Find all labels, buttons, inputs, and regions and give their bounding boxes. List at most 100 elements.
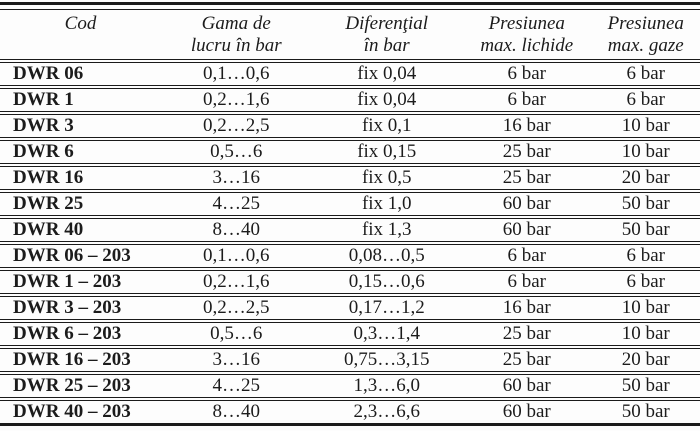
table-row: DWR 06 – 203 0,1…0,6 0,08…0,5 6 bar 6 ba…	[0, 243, 700, 269]
cell-cod: DWR 6 – 203	[0, 321, 161, 347]
column-header-gama: Gama de lucru în bar	[161, 10, 312, 61]
cell-gama: 0,2…2,5	[161, 113, 312, 139]
column-header-line: Presiunea	[592, 13, 700, 35]
spec-table: Cod Gama de lucru în bar Diferenţial în …	[0, 10, 700, 426]
table-row: DWR 06 0,1…0,6 fix 0,04 6 bar 6 bar	[0, 61, 700, 87]
cell-cod: DWR 6	[0, 139, 161, 165]
cell-presiune-lichide: 16 bar	[462, 113, 592, 139]
cell-gama: 4…25	[161, 373, 312, 399]
cell-gama: 0,1…0,6	[161, 243, 312, 269]
table-row: DWR 3 – 203 0,2…2,5 0,17…1,2 16 bar 10 b…	[0, 295, 700, 321]
cell-diferential: fix 0,1	[312, 113, 463, 139]
cell-diferential: 0,17…1,2	[312, 295, 463, 321]
cell-presiune-gaze: 10 bar	[592, 139, 700, 165]
cell-presiune-lichide: 6 bar	[462, 61, 592, 87]
cell-gama: 8…40	[161, 399, 312, 425]
cell-gama: 0,2…2,5	[161, 295, 312, 321]
cell-cod: DWR 1	[0, 87, 161, 113]
cell-diferential: fix 1,0	[312, 191, 463, 217]
cell-presiune-lichide: 16 bar	[462, 295, 592, 321]
cell-diferential: 0,15…0,6	[312, 269, 463, 295]
cell-presiune-gaze: 6 bar	[592, 269, 700, 295]
cell-presiune-lichide: 60 bar	[462, 399, 592, 425]
cell-gama: 0,2…1,6	[161, 269, 312, 295]
cell-diferential: fix 0,04	[312, 87, 463, 113]
cell-presiune-lichide: 6 bar	[462, 269, 592, 295]
cell-diferential: fix 0,5	[312, 165, 463, 191]
cell-cod: DWR 16 – 203	[0, 347, 161, 373]
cell-presiune-lichide: 6 bar	[462, 87, 592, 113]
cell-diferential: 1,3…6,0	[312, 373, 463, 399]
cell-cod: DWR 3 – 203	[0, 295, 161, 321]
cell-gama: 0,5…6	[161, 321, 312, 347]
cell-diferential: fix 1,3	[312, 217, 463, 243]
column-header-line: Presiunea	[462, 13, 592, 35]
table-row: DWR 1 0,2…1,6 fix 0,04 6 bar 6 bar	[0, 87, 700, 113]
cell-presiune-lichide: 25 bar	[462, 347, 592, 373]
table-row: DWR 6 – 203 0,5…6 0,3…1,4 25 bar 10 bar	[0, 321, 700, 347]
cell-presiune-lichide: 60 bar	[462, 373, 592, 399]
cell-diferential: fix 0,15	[312, 139, 463, 165]
cell-presiune-gaze: 10 bar	[592, 295, 700, 321]
cell-presiune-lichide: 60 bar	[462, 217, 592, 243]
table-top-rule	[0, 2, 700, 10]
table-row: DWR 25 – 203 4…25 1,3…6,0 60 bar 50 bar	[0, 373, 700, 399]
table-row: DWR 1 – 203 0,2…1,6 0,15…0,6 6 bar 6 bar	[0, 269, 700, 295]
cell-gama: 4…25	[161, 191, 312, 217]
column-header-line: în bar	[312, 35, 463, 57]
table-header: Cod Gama de lucru în bar Diferenţial în …	[0, 10, 700, 61]
column-header-line: Cod	[0, 13, 161, 35]
cell-cod: DWR 25	[0, 191, 161, 217]
cell-presiune-gaze: 50 bar	[592, 373, 700, 399]
cell-diferential: fix 0,04	[312, 61, 463, 87]
cell-cod: DWR 25 – 203	[0, 373, 161, 399]
table-row: DWR 16 3…16 fix 0,5 25 bar 20 bar	[0, 165, 700, 191]
cell-presiune-lichide: 60 bar	[462, 191, 592, 217]
cell-presiune-gaze: 10 bar	[592, 113, 700, 139]
cell-presiune-gaze: 6 bar	[592, 87, 700, 113]
cell-presiune-gaze: 20 bar	[592, 347, 700, 373]
cell-gama: 8…40	[161, 217, 312, 243]
table-row: DWR 16 – 203 3…16 0,75…3,15 25 bar 20 ba…	[0, 347, 700, 373]
cell-presiune-lichide: 25 bar	[462, 165, 592, 191]
cell-presiune-lichide: 25 bar	[462, 139, 592, 165]
column-header-cod: Cod	[0, 10, 161, 61]
table-row: DWR 40 8…40 fix 1,3 60 bar 50 bar	[0, 217, 700, 243]
cell-cod: DWR 1 – 203	[0, 269, 161, 295]
cell-diferential: 0,3…1,4	[312, 321, 463, 347]
column-header-line: Gama de	[161, 13, 312, 35]
cell-cod: DWR 40 – 203	[0, 399, 161, 425]
column-header-line: lucru în bar	[161, 35, 312, 57]
table-row: DWR 6 0,5…6 fix 0,15 25 bar 10 bar	[0, 139, 700, 165]
cell-cod: DWR 3	[0, 113, 161, 139]
cell-diferential: 0,75…3,15	[312, 347, 463, 373]
cell-presiune-gaze: 20 bar	[592, 165, 700, 191]
cell-presiune-gaze: 50 bar	[592, 191, 700, 217]
cell-gama: 0,1…0,6	[161, 61, 312, 87]
table-row: DWR 25 4…25 fix 1,0 60 bar 50 bar	[0, 191, 700, 217]
header-row: Cod Gama de lucru în bar Diferenţial în …	[0, 10, 700, 61]
cell-cod: DWR 16	[0, 165, 161, 191]
cell-presiune-gaze: 50 bar	[592, 217, 700, 243]
cell-cod: DWR 06	[0, 61, 161, 87]
column-header-presiune-gaze: Presiunea max. gaze	[592, 10, 700, 61]
cell-cod: DWR 40	[0, 217, 161, 243]
table-row: DWR 3 0,2…2,5 fix 0,1 16 bar 10 bar	[0, 113, 700, 139]
column-header-line: max. lichide	[462, 35, 592, 57]
cell-gama: 3…16	[161, 165, 312, 191]
cell-cod: DWR 06 – 203	[0, 243, 161, 269]
cell-presiune-gaze: 10 bar	[592, 321, 700, 347]
column-header-diferential: Diferenţial în bar	[312, 10, 463, 61]
column-header-line: Diferenţial	[312, 13, 463, 35]
cell-presiune-gaze: 50 bar	[592, 399, 700, 425]
cell-gama: 0,5…6	[161, 139, 312, 165]
cell-presiune-gaze: 6 bar	[592, 61, 700, 87]
column-header-presiune-lichide: Presiunea max. lichide	[462, 10, 592, 61]
cell-presiune-lichide: 6 bar	[462, 243, 592, 269]
column-header-line: max. gaze	[592, 35, 700, 57]
cell-gama: 3…16	[161, 347, 312, 373]
cell-diferential: 0,08…0,5	[312, 243, 463, 269]
table-row: DWR 40 – 203 8…40 2,3…6,6 60 bar 50 bar	[0, 399, 700, 425]
cell-diferential: 2,3…6,6	[312, 399, 463, 425]
